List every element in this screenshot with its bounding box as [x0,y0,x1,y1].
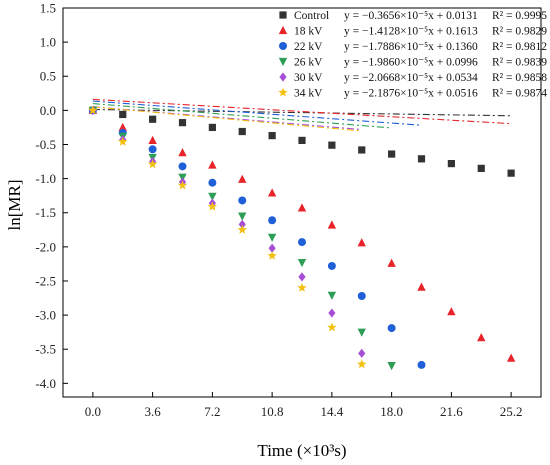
legend-r-squared: R² = 0.9829 [492,26,547,38]
x-tick-label: 25.2 [500,404,523,419]
data-point [208,179,216,187]
data-point [478,165,485,172]
y-tick-label: 0.0 [40,103,56,118]
legend-r-squared: R² = 0.9995 [492,10,547,22]
legend-equation: y = −1.9860×10⁻⁵x + 0.0996 [344,57,478,69]
y-tick-label: -0.5 [35,137,56,152]
y-tick-label: 0.5 [40,69,56,84]
data-point [418,155,425,162]
data-point [298,137,305,144]
data-point [179,162,187,170]
data-point [388,150,395,157]
legend-series-name: 18 kV [294,26,323,38]
y-axis-title: ln[MR] [5,180,24,231]
legend-r-squared: R² = 0.9874 [492,88,547,100]
data-point [358,292,366,300]
data-point [328,262,336,270]
x-tick-label: 21.6 [440,404,463,419]
y-tick-label: -2.5 [35,273,56,288]
y-tick-label: -4.0 [35,376,56,391]
x-tick-label: 7.2 [204,404,220,419]
legend-series-name: 22 kV [294,41,323,53]
y-tick-label: -3.0 [35,308,56,323]
x-axis-title: Time (×10³s) [257,441,346,460]
x-tick-label: 10.8 [261,404,284,419]
data-point [119,111,126,118]
legend-r-squared: R² = 0.9839 [492,57,547,69]
legend-series-name: 34 kV [294,88,323,100]
legend-equation: y = −2.1876×10⁻⁵x + 0.0516 [344,88,478,100]
y-tick-label: -3.5 [35,342,56,357]
legend-equation: y = −0.3656×10⁻⁵x + 0.0131 [344,10,478,22]
legend-equation: y = −1.4128×10⁻⁵x + 0.1613 [344,26,478,38]
data-point [298,238,306,246]
legend-r-squared: R² = 0.9812 [492,41,547,53]
data-point [388,324,396,332]
data-point [508,170,515,177]
data-point [209,124,216,131]
legend-series-name: 26 kV [294,57,323,69]
data-point [269,132,276,139]
x-tick-label: 0.0 [85,404,101,419]
y-tick-label: 1.0 [40,35,56,50]
data-point [418,361,426,369]
legend-r-squared: R² = 0.9858 [492,72,547,84]
y-tick-label: -2.0 [35,239,56,254]
data-point [149,145,157,153]
x-tick-label: 14.4 [321,404,344,419]
legend-marker [279,11,286,18]
y-tick-label: 1.5 [40,1,56,16]
data-point [358,146,365,153]
x-tick-label: 18.0 [380,404,403,419]
legend-marker [279,42,287,50]
y-tick-label: -1.5 [35,205,56,220]
data-point [448,160,455,167]
y-tick-label: -1.0 [35,171,56,186]
legend-series-name: Control [294,10,329,22]
data-point [328,142,335,149]
data-point [238,196,246,204]
data-point [149,116,156,123]
legend-equation: y = −1.7886×10⁻⁵x + 0.1360 [344,41,478,53]
data-point [268,216,276,224]
legend-series-name: 30 kV [294,72,323,84]
x-tick-label: 3.6 [145,404,162,419]
data-point [239,128,246,135]
legend-equation: y = −2.0668×10⁻⁵x + 0.0534 [344,72,478,84]
data-point [179,119,186,126]
